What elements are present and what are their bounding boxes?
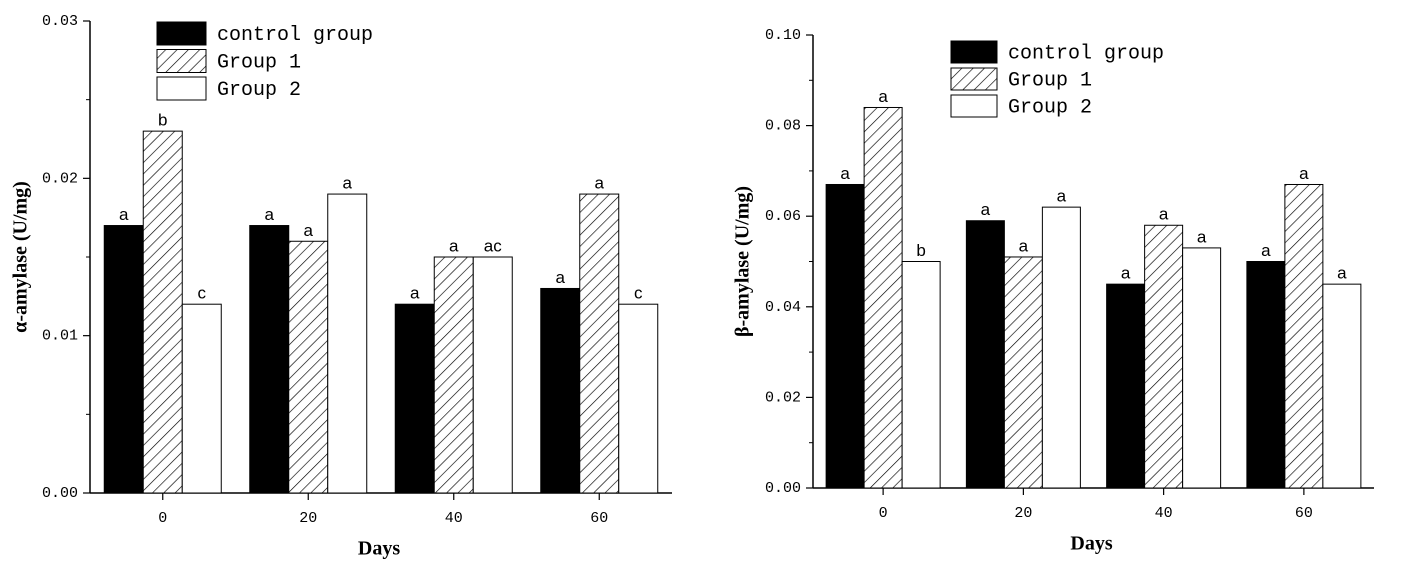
bar — [540, 287, 581, 494]
bar-letter: a — [1019, 236, 1029, 255]
y-tick-label: 0.01 — [42, 328, 78, 345]
bar — [249, 225, 290, 494]
bar — [433, 256, 474, 494]
y-tick-label: 0.08 — [765, 118, 801, 135]
bar — [1003, 256, 1043, 489]
bar-letter: a — [1299, 164, 1309, 183]
x-tick-label: 0 — [879, 505, 888, 522]
bar — [394, 303, 435, 494]
bar-letter: a — [410, 284, 420, 303]
bar — [181, 303, 222, 494]
legend-swatch — [156, 21, 207, 46]
bar — [1246, 261, 1286, 489]
bar — [142, 130, 183, 494]
bar-letter: a — [1337, 264, 1347, 283]
bar-letter: a — [1197, 227, 1207, 246]
bar-letter: a — [1121, 264, 1131, 283]
bar-letter: a — [265, 205, 275, 224]
bar-letter: a — [1159, 205, 1169, 224]
y-tick-label: 0.03 — [42, 13, 78, 30]
legend-label: control group — [217, 24, 373, 47]
legend-swatch — [950, 94, 998, 118]
bar-letter: a — [840, 164, 850, 183]
bar-letter: a — [981, 200, 991, 219]
bar-letter: a — [1057, 187, 1067, 206]
x-tick-label: 60 — [590, 510, 608, 527]
bar-letter: a — [595, 174, 605, 193]
bar — [1284, 183, 1324, 489]
legend-swatch — [950, 40, 998, 64]
bar — [1041, 206, 1081, 489]
bar-letter: b — [916, 241, 925, 260]
bar-letter: c — [198, 284, 207, 303]
bar — [825, 183, 865, 489]
legend-swatch — [156, 49, 207, 73]
bar — [1144, 224, 1184, 489]
bar — [472, 256, 513, 494]
y-tick-label: 0.10 — [765, 27, 801, 44]
x-tick-label: 20 — [1014, 505, 1032, 522]
legend-label: Group 1 — [1008, 69, 1092, 92]
legend-label: Group 2 — [1008, 96, 1092, 119]
bar-letter: a — [343, 174, 353, 193]
bar — [965, 220, 1005, 489]
y-tick-label: 0.06 — [765, 208, 801, 225]
bar-letter: a — [449, 236, 459, 255]
bar — [618, 303, 659, 494]
y-tick-label: 0.04 — [765, 299, 801, 316]
x-tick-label: 60 — [1295, 505, 1313, 522]
x-tick-label: 20 — [299, 510, 317, 527]
x-tick-label: 40 — [445, 510, 463, 527]
bar-letter: a — [119, 205, 129, 224]
bar-letter: a — [1261, 241, 1271, 260]
bar — [288, 240, 329, 494]
bar — [863, 106, 903, 489]
y-axis-title: β-amylase (U/mg) — [732, 186, 754, 337]
legend-label: control group — [1008, 42, 1164, 65]
bar-letter: a — [556, 268, 566, 287]
y-tick-label: 0.00 — [42, 485, 78, 502]
bar-letter: a — [878, 87, 888, 106]
bar — [103, 225, 144, 494]
bar-letter: b — [158, 111, 167, 130]
x-tick-label: 0 — [158, 510, 167, 527]
bar — [1182, 247, 1222, 489]
legend-label: Group 1 — [217, 51, 301, 74]
x-axis-title: Days — [358, 538, 400, 560]
y-tick-label: 0.02 — [765, 389, 801, 406]
bar — [901, 261, 941, 489]
y-tick-label: 0.02 — [42, 170, 78, 187]
y-tick-label: 0.00 — [765, 480, 801, 497]
legend-label: Group 2 — [217, 79, 301, 102]
y-axis-title: α-amylase (U/mg) — [10, 181, 32, 333]
bar — [1322, 283, 1362, 489]
bar-letter: ac — [484, 236, 502, 255]
x-tick-label: 40 — [1155, 505, 1173, 522]
bar-letter: a — [304, 221, 314, 240]
bar — [327, 193, 368, 494]
x-axis-title: Days — [1070, 533, 1112, 555]
bar-letter: c — [634, 284, 643, 303]
legend-swatch — [156, 76, 207, 101]
legend-swatch — [950, 67, 998, 91]
bar — [1106, 283, 1146, 489]
bar — [579, 193, 620, 494]
